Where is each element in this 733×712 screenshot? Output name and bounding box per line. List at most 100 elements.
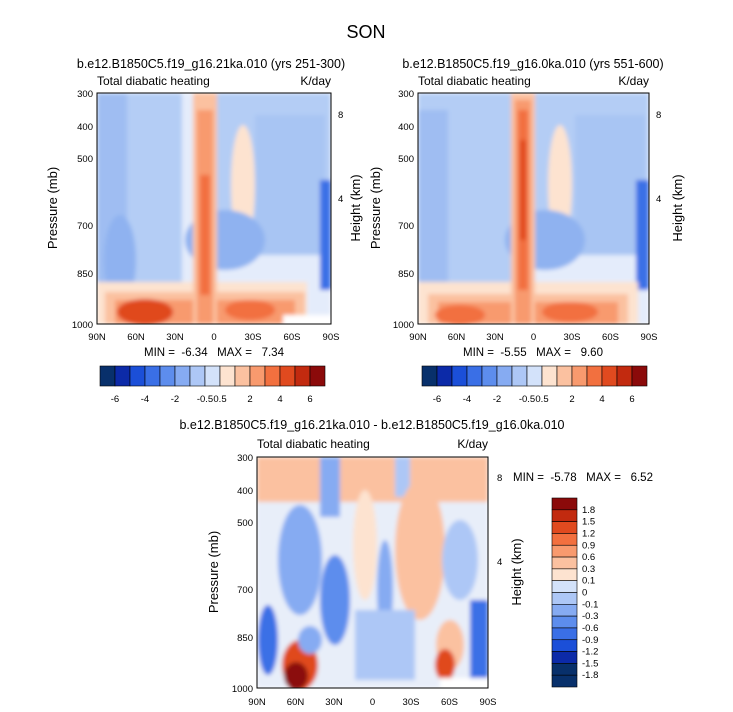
colorbar-swatch <box>551 651 578 664</box>
y-tick: 300 <box>77 89 93 100</box>
panel-2-x-ticks: 90N 60N 30N 0 30S 60S 90S <box>409 332 657 343</box>
panel-1-stats: MIN = -6.34 MAX = 7.34 <box>144 347 285 359</box>
colorbar-swatch <box>551 568 578 581</box>
colorbar-label: -1.8 <box>582 670 598 681</box>
colorbar-label: -4 <box>141 394 149 405</box>
colorbar-swatch <box>551 663 578 676</box>
colorbar-swatch <box>541 365 558 387</box>
colorbar-swatch <box>436 365 453 387</box>
colorbar-label: -2 <box>171 394 179 405</box>
colorbar-label: -0.9 <box>582 635 598 646</box>
colorbar-swatch <box>159 365 176 387</box>
x-tick: 60N <box>448 332 466 343</box>
colorbar-swatch <box>496 365 513 387</box>
colorbar-swatch <box>556 365 573 387</box>
panel-3-colorbar: 1.81.51.20.90.60.30.10-0.1-0.3-0.6-0.9-1… <box>551 497 598 688</box>
colorbar-label: 0.9 <box>582 540 595 551</box>
colorbar-swatch <box>571 365 588 387</box>
colorbar-swatch <box>189 365 206 387</box>
x-tick: 30S <box>564 332 581 343</box>
panel-1-field <box>97 93 331 324</box>
colorbar-swatch <box>309 365 326 387</box>
colorbar-swatch <box>144 365 161 387</box>
colorbar-label: -0.1 <box>582 599 598 610</box>
colorbar-swatch <box>551 521 578 534</box>
colorbar-label: -6 <box>433 394 441 405</box>
x-tick: 30S <box>403 697 420 708</box>
y-tick: 400 <box>398 122 414 133</box>
panel-3-title: b.e12.B1850C5.f19_g16.21ka.010 - b.e12.B… <box>179 418 564 432</box>
panel-2: b.e12.B1850C5.f19_g16.0ka.010 (yrs 551-6… <box>368 57 685 405</box>
y-tick: 700 <box>77 221 93 232</box>
panel-1-ylabel: Pressure (mb) <box>45 167 60 249</box>
panel-3-units-label: K/day <box>457 437 488 451</box>
colorbar-swatch <box>551 674 578 688</box>
x-tick: 60S <box>441 697 458 708</box>
colorbar-swatch <box>174 365 191 387</box>
colorbar-label: 2 <box>569 394 574 405</box>
x-tick: 90S <box>480 697 497 708</box>
colorbar-swatch <box>451 365 468 387</box>
colorbar-label: -0.3 <box>582 611 598 622</box>
panel-2-units-label: K/day <box>618 74 649 88</box>
colorbar-swatch <box>551 509 578 522</box>
panel-3-ylabel: Pressure (mb) <box>206 531 221 613</box>
panel-3-y-ticks-right: 8 4 <box>497 473 502 568</box>
colorbar-swatch <box>551 556 578 570</box>
y-tick: 1000 <box>232 684 253 695</box>
colorbar-swatch <box>616 365 633 387</box>
colorbar-label: 4 <box>277 394 282 405</box>
colorbar-label: 1.2 <box>582 528 595 539</box>
colorbar-label: -2 <box>493 394 501 405</box>
colorbar-swatch <box>466 365 483 387</box>
panel-2-left-label: Total diabatic heating <box>418 74 531 88</box>
x-tick: 30N <box>325 697 343 708</box>
y-tick: 300 <box>237 453 253 464</box>
y-tick: 1000 <box>72 320 93 331</box>
colorbar-swatch <box>234 365 251 387</box>
panel-1-left-label: Total diabatic heating <box>97 74 210 88</box>
panel-3: b.e12.B1850C5.f19_g16.21ka.010 - b.e12.B… <box>179 418 653 708</box>
panel-3-y-ticks: 300 400 500 700 850 1000 <box>232 453 253 695</box>
colorbar-swatch <box>631 365 648 387</box>
colorbar-label: 1.8 <box>582 505 595 516</box>
y-tick-right: 4 <box>338 194 343 205</box>
y-tick: 700 <box>398 221 414 232</box>
colorbar-swatch <box>264 365 281 387</box>
y-tick: 400 <box>77 122 93 133</box>
y-tick-right: 8 <box>338 110 343 121</box>
colorbar-swatch <box>526 365 543 387</box>
y-tick: 850 <box>77 269 93 280</box>
colorbar-label: 4 <box>599 394 604 405</box>
colorbar-label: 6 <box>629 394 634 405</box>
panel-2-y-ticks-right: 8 4 <box>656 110 661 205</box>
y-tick: 400 <box>237 486 253 497</box>
y-tick-right: 8 <box>656 110 661 121</box>
colorbar-label: -0.6 <box>582 623 598 634</box>
panel-1-x-ticks: 90N 60N 30N 0 30S 60S 90S <box>88 332 339 343</box>
panel-2-field <box>418 93 649 324</box>
colorbar-swatch <box>249 365 266 387</box>
colorbar-swatch <box>279 365 296 387</box>
colorbar-swatch <box>551 604 578 617</box>
figure-title: SON <box>346 22 385 42</box>
colorbar-label: 6 <box>307 394 312 405</box>
colorbar-swatch <box>551 533 578 546</box>
colorbar-swatch <box>219 365 236 387</box>
colorbar-swatch <box>551 592 578 605</box>
y-tick-right: 4 <box>497 557 502 568</box>
panel-2-ylabel: Pressure (mb) <box>368 167 383 249</box>
panel-1-title: b.e12.B1850C5.f19_g16.21ka.010 (yrs 251-… <box>77 57 345 71</box>
x-tick: 0 <box>211 332 216 343</box>
x-tick: 30N <box>486 332 504 343</box>
x-tick: 90S <box>641 332 658 343</box>
x-tick: 30S <box>245 332 262 343</box>
colorbar-label: -0.5 <box>197 394 213 405</box>
colorbar-label: -4 <box>463 394 471 405</box>
panel-3-field <box>257 457 488 688</box>
y-tick: 850 <box>237 633 253 644</box>
colorbar-label: 0.1 <box>582 576 595 587</box>
colorbar-swatch <box>481 365 498 387</box>
y-tick: 500 <box>77 154 93 165</box>
